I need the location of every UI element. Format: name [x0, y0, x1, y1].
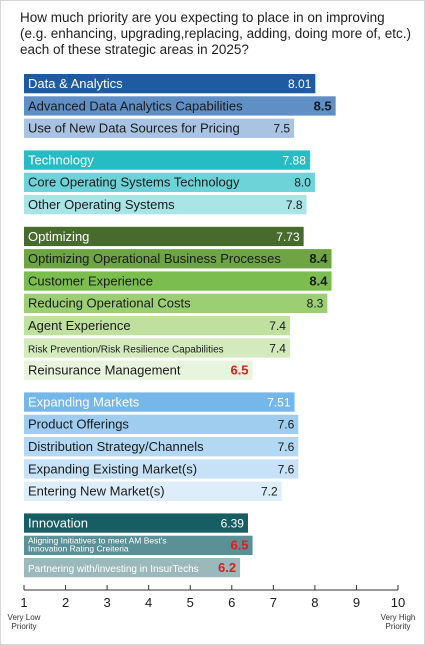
item-value: 8.3 [307, 297, 324, 311]
item-bar [24, 558, 241, 578]
axis-high-label: Priority [386, 622, 411, 631]
x-tick-label: 8 [311, 595, 318, 610]
x-tick-label: 3 [103, 595, 110, 610]
item-bar [24, 338, 290, 358]
item-value: 7.2 [261, 485, 278, 499]
x-tick-label: 6 [228, 595, 235, 610]
item-bar [24, 535, 253, 555]
item-label: Reducing Operational Costs [28, 296, 191, 311]
group-label: Innovation [28, 515, 88, 530]
group-value: 7.88 [283, 153, 307, 167]
group-bar [24, 150, 310, 170]
item-value: 7.4 [269, 319, 286, 333]
item-label: Entering New Market(s) [28, 484, 165, 499]
item-label: Partnering with/investing in InsurTechs [28, 564, 199, 575]
x-tick-label: 1 [20, 595, 27, 610]
item-label: Advanced Data Analytics Capabilities [28, 98, 243, 113]
item-bar [24, 172, 315, 192]
group-label: Expanding Markets [28, 394, 140, 409]
item-label: Core Operating Systems Technology [28, 175, 240, 190]
axis-high-label: Very High [381, 613, 416, 622]
item-bar [24, 316, 290, 336]
item-bar [24, 459, 299, 479]
axis-low-label: Very Low [8, 613, 41, 622]
item-bar [24, 271, 332, 291]
item-bar [24, 96, 336, 116]
group-bar [24, 392, 295, 412]
group-label: Data & Analytics [28, 76, 123, 91]
item-label: Aligning Initiatives to meet AM Best's [28, 536, 167, 546]
item-value: 7.5 [273, 122, 290, 136]
item-bar [24, 437, 299, 457]
item-label: Optimizing Operational Business Processe… [28, 251, 281, 266]
x-tick-label: 9 [353, 595, 360, 610]
item-value: 7.4 [269, 341, 286, 355]
item-value: 8.0 [294, 176, 311, 190]
x-tick-label: 7 [270, 595, 277, 610]
item-bar [24, 414, 299, 434]
item-bar [24, 195, 307, 215]
group-value: 7.73 [276, 230, 300, 244]
chart-title: How much priority are you expecting to p… [20, 10, 412, 57]
item-value: 6.5 [230, 363, 248, 378]
item-value: 7.8 [286, 198, 303, 212]
group-label: Optimizing [28, 229, 89, 244]
group-value: 6.39 [221, 516, 245, 530]
item-label: Distribution Strategy/Channels [28, 439, 204, 454]
x-tick-label: 4 [145, 595, 152, 610]
group-value: 7.51 [267, 395, 291, 409]
group-bar [24, 226, 304, 247]
x-tick-label: 5 [187, 595, 194, 610]
group-bar [24, 513, 248, 533]
item-value: 8.4 [309, 251, 328, 266]
item-bar [24, 249, 332, 269]
item-value: 6.5 [230, 538, 248, 553]
item-bar [24, 360, 253, 380]
item-label: Expanding Existing Market(s) [28, 461, 197, 476]
group-value: 8.01 [288, 77, 312, 91]
item-bar [24, 118, 295, 138]
group-label: Technology [28, 152, 94, 167]
item-label: Customer Experience [28, 273, 153, 288]
item-value: 6.2 [218, 560, 236, 575]
item-bar [24, 481, 282, 501]
axis-low-label: Priority [12, 622, 37, 631]
item-label: Use of New Data Sources for Pricing [28, 121, 240, 136]
item-bar [24, 293, 328, 313]
x-tick-label: 10 [391, 595, 405, 610]
item-value: 7.6 [278, 440, 295, 454]
item-label: Innovation Rating Creiteria [28, 544, 129, 554]
item-value: 7.6 [278, 418, 295, 432]
item-label: Risk Prevention/Risk Resilience Capabili… [28, 344, 224, 355]
item-label: Agent Experience [28, 318, 131, 333]
item-label: Reinsurance Management [28, 363, 181, 378]
item-value: 8.4 [309, 273, 328, 288]
item-label: Product Offerings [28, 417, 129, 432]
item-label: Other Operating Systems [28, 197, 175, 212]
item-value: 7.6 [278, 462, 295, 476]
item-value: 8.5 [314, 98, 332, 113]
x-tick-label: 2 [62, 595, 69, 610]
group-bar [24, 74, 316, 94]
